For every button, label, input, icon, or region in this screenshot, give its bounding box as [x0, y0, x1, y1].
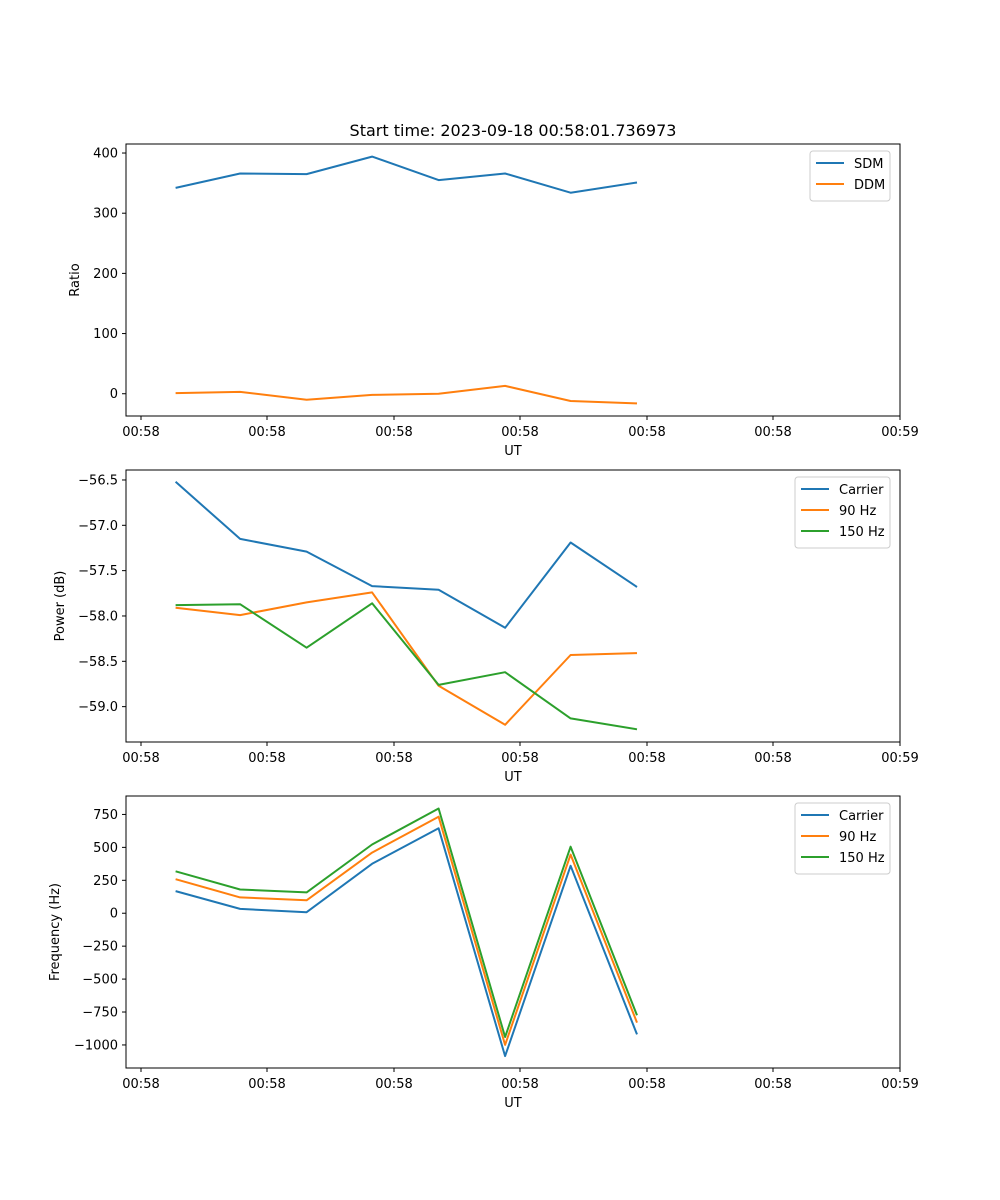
y-tick-label: −500 — [82, 973, 118, 988]
x-tick-label: 00:58 — [501, 1077, 538, 1092]
series-line-150-hz — [175, 807, 638, 1038]
x-axis-label: UT — [504, 770, 522, 785]
x-tick-label: 00:59 — [881, 1077, 918, 1092]
legend: SDM DDM — [809, 150, 891, 202]
y-tick-label: 300 — [93, 207, 118, 222]
chart-panel-1: 00:58 00:58 00:58 00:58 00:58 00:58 00:59 UT 0 10… — [68, 143, 919, 459]
chart-panel-2: 00:58 00:58 00:58 00:58 00:58 00:58 00:59 UT −56… — [53, 469, 919, 785]
y-axis-label: Ratio — [68, 263, 83, 296]
y-tick-label: −250 — [82, 940, 118, 955]
legend-label: SDM — [854, 157, 883, 172]
legend-label: DDM — [854, 178, 885, 193]
x-tick-label: 00:58 — [122, 751, 159, 766]
legend-label: Carrier — [839, 809, 884, 824]
series-line-sdm — [175, 155, 638, 194]
legend: Carrier 90 Hz 150 Hz — [794, 476, 891, 549]
y-tick-label: −57.5 — [78, 564, 118, 579]
plot-frame — [125, 795, 901, 1069]
legend-label: 150 Hz — [839, 525, 885, 540]
x-tick-label: 00:58 — [375, 1077, 412, 1092]
x-tick-label: 00:58 — [375, 751, 412, 766]
y-tick-label: 200 — [93, 267, 118, 282]
x-tick-label: 00:58 — [122, 1077, 159, 1092]
y-tick-label: 250 — [93, 874, 118, 889]
legend-label: 90 Hz — [839, 830, 876, 845]
series-line-90-hz — [175, 815, 638, 1046]
legend-label: 150 Hz — [839, 851, 885, 866]
chart-panel-3: 00:58 00:58 00:58 00:58 00:58 00:58 00:59 UT 750… — [48, 795, 919, 1111]
legend: Carrier 90 Hz 150 Hz — [794, 802, 891, 875]
x-axis-label: UT — [504, 1096, 522, 1111]
x-tick-label: 00:58 — [501, 751, 538, 766]
x-tick-label: 00:58 — [628, 1077, 665, 1092]
x-tick-label: 00:59 — [881, 751, 918, 766]
y-tick-label: 750 — [93, 808, 118, 823]
plot-frame — [125, 143, 901, 417]
legend-label: Carrier — [839, 483, 884, 498]
x-tick-label: 00:58 — [248, 425, 285, 440]
legend-label: 90 Hz — [839, 504, 876, 519]
y-tick-label: 500 — [93, 841, 118, 856]
y-tick-label: −58.5 — [78, 655, 118, 670]
y-tick-label: −1000 — [74, 1038, 118, 1053]
x-tick-label: 00:58 — [122, 425, 159, 440]
y-axis-label: Frequency (Hz) — [48, 883, 63, 981]
y-tick-label: −56.5 — [78, 473, 118, 488]
y-tick-label: −750 — [82, 1006, 118, 1021]
y-tick-label: 0 — [110, 907, 118, 922]
plot-frame — [125, 469, 901, 743]
x-tick-label: 00:58 — [754, 751, 791, 766]
x-tick-label: 00:59 — [881, 425, 918, 440]
x-tick-label: 00:58 — [628, 751, 665, 766]
y-tick-label: −57.0 — [78, 519, 118, 534]
series-line-carrier — [175, 827, 638, 1058]
y-tick-label: −58.0 — [78, 609, 118, 624]
x-tick-label: 00:58 — [248, 751, 285, 766]
x-tick-label: 00:58 — [754, 425, 791, 440]
x-axis-label: UT — [504, 444, 522, 459]
series-line-150-hz — [175, 602, 638, 731]
figure-title: Start time: 2023-09-18 00:58:01.736973 — [350, 121, 677, 140]
x-tick-label: 00:58 — [754, 1077, 791, 1092]
x-tick-label: 00:58 — [501, 425, 538, 440]
x-tick-label: 00:58 — [628, 425, 665, 440]
series-line-90-hz — [175, 591, 638, 726]
y-tick-label: −59.0 — [78, 700, 118, 715]
y-tick-label: 0 — [110, 387, 118, 402]
x-tick-label: 00:58 — [375, 425, 412, 440]
y-tick-label: 100 — [93, 327, 118, 342]
y-tick-label: 400 — [93, 147, 118, 162]
y-axis-label: Power (dB) — [53, 571, 68, 642]
series-line-carrier — [174, 481, 638, 629]
x-tick-label: 00:58 — [248, 1077, 285, 1092]
series-line-ddm — [175, 384, 638, 405]
